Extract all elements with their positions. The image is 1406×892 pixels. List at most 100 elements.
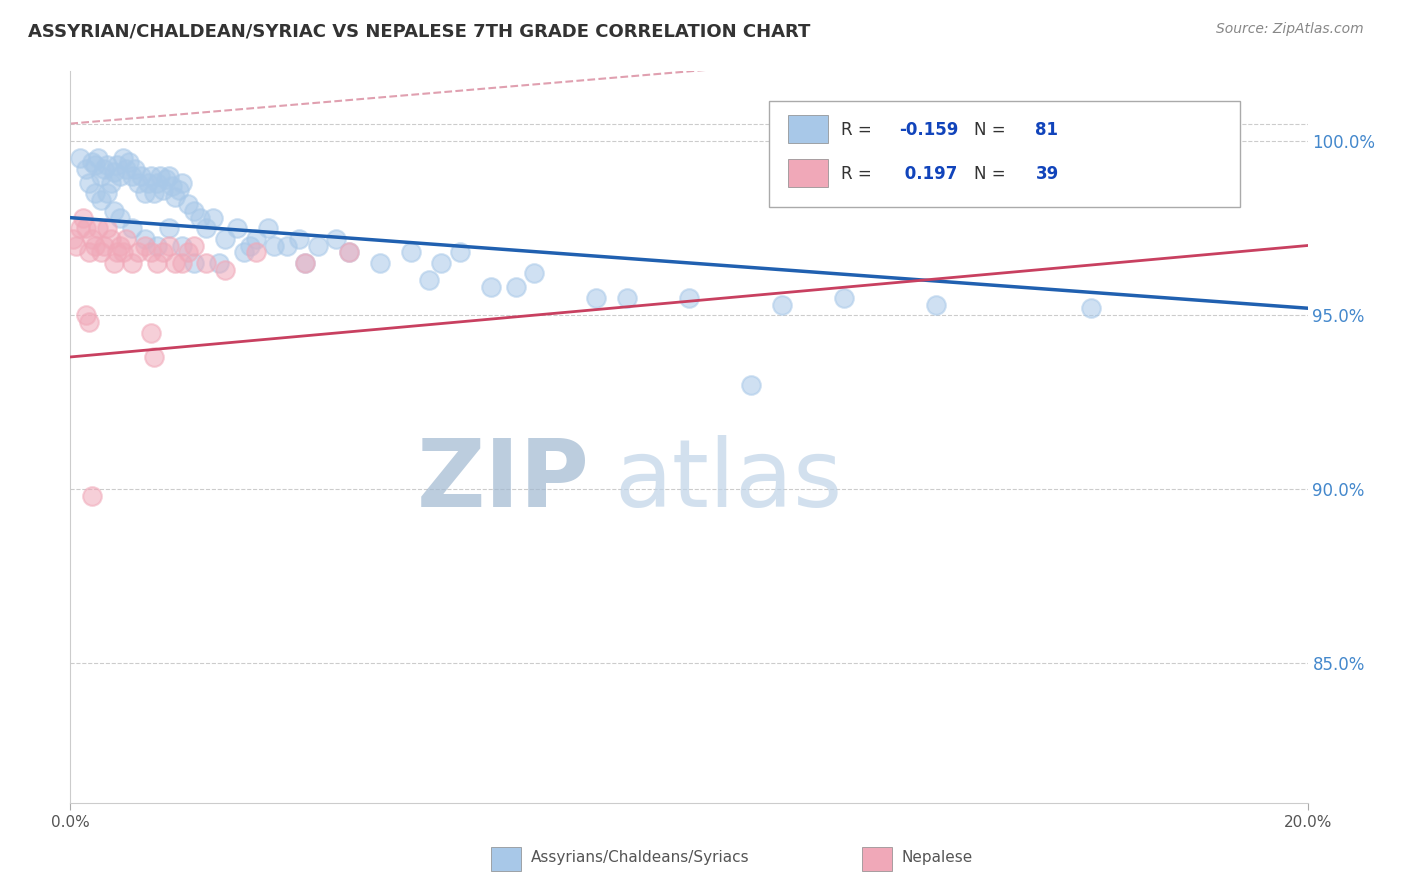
Point — [103, 256, 125, 270]
Point — [368, 256, 391, 270]
Point — [170, 256, 193, 270]
Point — [80, 489, 103, 503]
Point — [479, 280, 502, 294]
Point — [87, 152, 110, 166]
Point — [165, 256, 187, 270]
Point — [103, 165, 125, 179]
Point — [142, 350, 165, 364]
Point — [87, 221, 110, 235]
Point — [678, 291, 700, 305]
Point — [77, 245, 100, 260]
Point — [142, 186, 165, 201]
Point — [155, 172, 177, 186]
Point — [177, 196, 200, 211]
Point — [111, 152, 134, 166]
Point — [127, 245, 149, 260]
Bar — [787, 115, 828, 143]
Point — [75, 161, 97, 176]
Point — [100, 231, 122, 245]
Point — [146, 256, 169, 270]
Point — [96, 186, 118, 201]
Point — [157, 238, 180, 252]
Point — [177, 245, 200, 260]
Point — [96, 221, 118, 235]
Point — [170, 176, 193, 190]
Point — [183, 203, 205, 218]
Point — [139, 169, 162, 183]
Point — [307, 238, 329, 252]
Point — [201, 211, 224, 225]
Point — [111, 245, 134, 260]
Point — [1080, 301, 1102, 316]
Point — [93, 161, 115, 176]
Point — [103, 203, 125, 218]
Point — [127, 176, 149, 190]
Point — [134, 231, 156, 245]
Point — [80, 231, 103, 245]
Point — [149, 169, 172, 183]
Point — [90, 245, 112, 260]
Bar — [491, 847, 520, 871]
Point — [430, 256, 453, 270]
Point — [183, 238, 205, 252]
Point — [134, 238, 156, 252]
Point — [263, 238, 285, 252]
Point — [288, 231, 311, 245]
Point — [121, 256, 143, 270]
Point — [108, 169, 131, 183]
Point — [136, 176, 159, 190]
Text: R =: R = — [841, 121, 877, 139]
Point — [226, 221, 249, 235]
Bar — [787, 159, 828, 187]
Text: Assyrians/Chaldeans/Syriacs: Assyrians/Chaldeans/Syriacs — [530, 850, 749, 865]
Point — [124, 161, 146, 176]
Text: 39: 39 — [1035, 165, 1059, 183]
Text: ZIP: ZIP — [418, 435, 591, 527]
Point — [121, 221, 143, 235]
Point — [146, 238, 169, 252]
Point — [69, 152, 91, 166]
Point — [152, 183, 174, 197]
Point — [115, 231, 138, 245]
Point — [105, 245, 128, 260]
Point — [195, 221, 218, 235]
Point — [399, 245, 422, 260]
Point — [115, 161, 138, 176]
Point — [239, 238, 262, 252]
Point — [84, 158, 107, 172]
Point — [170, 238, 193, 252]
FancyBboxPatch shape — [769, 101, 1240, 207]
Point — [214, 263, 236, 277]
Point — [418, 273, 440, 287]
Point — [832, 291, 855, 305]
Text: -0.159: -0.159 — [900, 121, 959, 139]
Point — [84, 186, 107, 201]
Point — [157, 169, 180, 183]
Point — [139, 326, 162, 340]
Point — [214, 231, 236, 245]
Point — [740, 377, 762, 392]
Point — [139, 245, 162, 260]
Point — [294, 256, 316, 270]
Point — [257, 221, 280, 235]
Text: atlas: atlas — [614, 435, 844, 527]
Point — [245, 231, 267, 245]
Point — [165, 190, 187, 204]
Point — [131, 169, 153, 183]
Point — [105, 158, 128, 172]
Point — [93, 238, 115, 252]
Text: Source: ZipAtlas.com: Source: ZipAtlas.com — [1216, 22, 1364, 37]
Point — [108, 211, 131, 225]
Point — [96, 158, 118, 172]
Text: ASSYRIAN/CHALDEAN/SYRIAC VS NEPALESE 7TH GRADE CORRELATION CHART: ASSYRIAN/CHALDEAN/SYRIAC VS NEPALESE 7TH… — [28, 22, 810, 40]
Point — [167, 183, 190, 197]
Point — [75, 221, 97, 235]
Point — [195, 256, 218, 270]
Point — [152, 245, 174, 260]
Text: R =: R = — [841, 165, 877, 183]
Point — [134, 186, 156, 201]
Point — [118, 155, 141, 169]
Point — [616, 291, 638, 305]
Point — [84, 238, 107, 252]
Point — [80, 155, 103, 169]
